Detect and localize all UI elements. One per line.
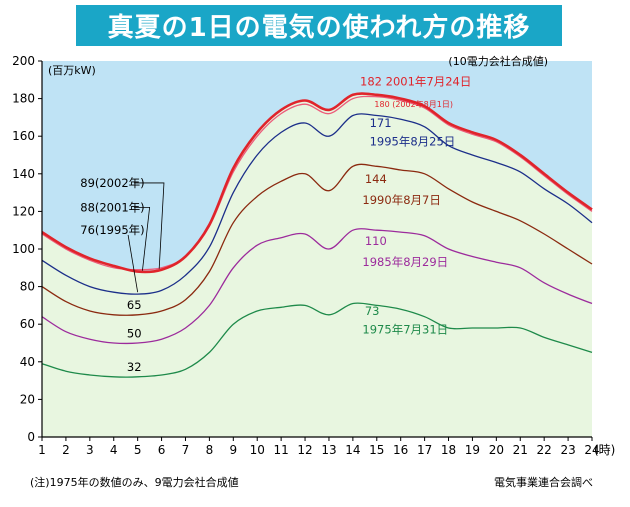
chart-title: 真夏の1日の電気の使われ方の推移 bbox=[76, 5, 562, 46]
x-tick-label: 6 bbox=[158, 443, 166, 457]
x-tick-label: 24 bbox=[584, 443, 599, 457]
series-line-s1985 bbox=[41, 228, 593, 345]
series-label-labmin1990: 65 bbox=[127, 298, 142, 312]
series-label-labmin1995: 76(1995年) bbox=[80, 223, 144, 237]
series-label-lab1995: 1995年8月25日 bbox=[370, 135, 456, 149]
y-tick-label: 180 bbox=[12, 92, 35, 106]
leader-line bbox=[127, 234, 139, 293]
series-label-lab2001: 182 2001年7月24日 bbox=[360, 74, 471, 88]
scope-label: (10電力会社合成値) bbox=[448, 54, 548, 68]
y-tick-label: 200 bbox=[12, 54, 35, 68]
leader-line bbox=[134, 206, 151, 271]
x-tick-label: 4 bbox=[110, 443, 118, 457]
x-tick-label: 11 bbox=[273, 443, 288, 457]
x-tick-label: 15 bbox=[369, 443, 384, 457]
x-tick-label: 14 bbox=[345, 443, 360, 457]
x-tick-label: 18 bbox=[441, 443, 456, 457]
y-tick-label: 20 bbox=[20, 392, 35, 406]
y-tick-label: 60 bbox=[20, 317, 35, 331]
series-label-labmin2002: 89(2002年) bbox=[80, 176, 144, 190]
x-tick-label: 8 bbox=[206, 443, 214, 457]
series-line-s1995 bbox=[41, 113, 593, 295]
series-label-lab1995val: 171 bbox=[370, 116, 392, 130]
x-tick-label: 2 bbox=[62, 443, 70, 457]
series-label-labmin1975: 32 bbox=[127, 360, 142, 374]
footnote: (注)1975年の数値のみ、9電力会社合成値 bbox=[30, 476, 239, 489]
series-line-s1990 bbox=[41, 163, 593, 316]
area-fill bbox=[42, 93, 592, 438]
x-tick-label: 7 bbox=[182, 443, 190, 457]
y-unit-label: (百万kW) bbox=[48, 64, 96, 77]
x-tick-label: 5 bbox=[134, 443, 142, 457]
x-tick-label: 20 bbox=[489, 443, 504, 457]
x-tick-label: 13 bbox=[321, 443, 336, 457]
x-tick-label: 12 bbox=[297, 443, 312, 457]
series-label-labmin2001: 88(2001年) bbox=[80, 200, 144, 214]
series-label-labmin1985: 50 bbox=[127, 326, 142, 340]
x-tick-label: 9 bbox=[229, 443, 237, 457]
y-tick-label: 120 bbox=[12, 204, 35, 218]
x-tick-label: 16 bbox=[393, 443, 408, 457]
y-tick-label: 0 bbox=[27, 430, 35, 444]
y-tick-label: 140 bbox=[12, 167, 35, 181]
x-tick-label: 1 bbox=[38, 443, 46, 457]
x-tick-label: 3 bbox=[86, 443, 94, 457]
series-label-lab1975: 1975年7月31日 bbox=[362, 323, 448, 337]
x-unit-label: (時) bbox=[594, 443, 615, 457]
series-line-s2002 bbox=[41, 95, 593, 271]
series-label-lab1990val: 144 bbox=[365, 172, 387, 186]
source-note: 電気事業連合会調べ bbox=[494, 476, 593, 489]
x-tick-label: 19 bbox=[465, 443, 480, 457]
x-tick-label: 23 bbox=[560, 443, 575, 457]
series-label-lab1985: 1985年8月29日 bbox=[362, 255, 448, 269]
y-tick-label: 40 bbox=[20, 355, 35, 369]
series-label-lab1975val: 73 bbox=[365, 304, 380, 318]
x-tick-label: 21 bbox=[513, 443, 528, 457]
y-tick-label: 160 bbox=[12, 129, 35, 143]
series-line-s1975 bbox=[41, 302, 593, 378]
x-tick-label: 10 bbox=[250, 443, 265, 457]
y-tick-label: 80 bbox=[20, 280, 35, 294]
series-label-lab1990: 1990年8月7日 bbox=[362, 193, 440, 207]
series-label-lab1985val: 110 bbox=[365, 234, 387, 248]
leader-line bbox=[134, 182, 165, 269]
y-tick-label: 100 bbox=[12, 242, 35, 256]
series-line-s2001 bbox=[41, 92, 593, 274]
x-tick-label: 22 bbox=[537, 443, 552, 457]
series-label-lab2002: 180 (2002年8月1日) bbox=[374, 99, 453, 109]
x-tick-label: 17 bbox=[417, 443, 432, 457]
